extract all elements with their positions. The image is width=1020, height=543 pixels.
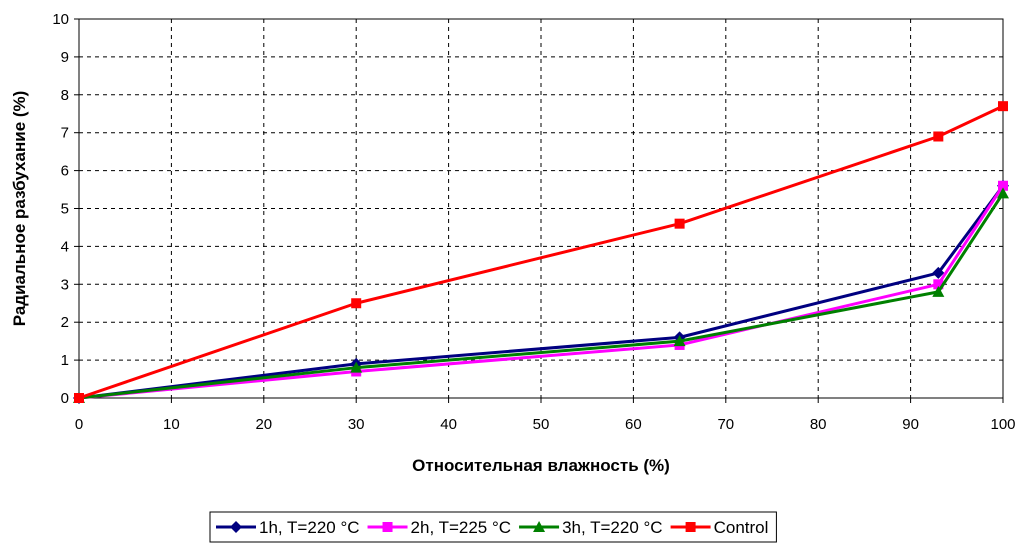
data-point <box>351 298 362 309</box>
data-point <box>74 393 84 403</box>
legend: 1h, T=220 °C 2h, T=225 °C 3h, T=220 °C Cont… <box>209 511 777 543</box>
x-tick-label: 30 <box>348 416 365 433</box>
y-tick-label: 0 <box>61 390 69 407</box>
legend-item: 2h, T=225 °C <box>367 518 512 537</box>
legend-label: Control <box>714 518 769 537</box>
y-axis-ticks: 0 1 2 3 4 5 6 7 8 9 10 <box>52 11 79 407</box>
x-tick-label: 40 <box>440 416 457 433</box>
y-tick-label: 8 <box>61 87 69 104</box>
legend-label: 1h, T=220 °C <box>259 518 360 537</box>
legend-item: Control <box>670 518 769 537</box>
y-tick-label: 9 <box>61 49 69 66</box>
y-tick-label: 4 <box>61 238 69 255</box>
x-tick-label: 20 <box>255 416 272 433</box>
x-tick-label: 90 <box>902 416 919 433</box>
x-axis-ticks: 0 10 20 30 40 50 60 70 80 90 100 <box>75 398 1016 433</box>
legend-marker <box>230 521 242 533</box>
grid <box>79 19 1003 398</box>
legend-items: 1h, T=220 °C 2h, T=225 °C 3h, T=220 °C Cont… <box>216 518 768 537</box>
data-point <box>998 180 1008 191</box>
y-tick-label: 5 <box>61 201 69 218</box>
legend-label: 3h, T=220 °C <box>562 518 663 537</box>
y-tick-label: 10 <box>52 11 69 28</box>
legend-marker <box>533 521 546 532</box>
legend-marker <box>685 522 696 532</box>
series <box>73 101 1009 404</box>
data-point <box>932 285 945 297</box>
data-point <box>933 131 944 142</box>
y-axis-title: Радиальное разбухание (%) <box>10 91 29 327</box>
y-tick-label: 7 <box>61 125 69 142</box>
legend-marker <box>382 522 393 532</box>
x-tick-label: 0 <box>75 416 83 433</box>
x-tick-label: 50 <box>533 416 550 433</box>
y-tick-label: 3 <box>61 276 69 293</box>
legend-item: 3h, T=220 °C <box>519 518 663 537</box>
data-point <box>997 187 1009 199</box>
x-tick-label: 100 <box>990 416 1015 433</box>
y-tick-label: 1 <box>61 352 69 369</box>
legend-item: 1h, T=220 °C <box>216 518 360 537</box>
data-point <box>350 361 363 373</box>
data-point <box>673 335 686 347</box>
series-line <box>78 192 1005 400</box>
data-point <box>932 266 945 279</box>
x-tick-label: 10 <box>163 416 180 433</box>
legend-label: 2h, T=225 °C <box>411 518 512 537</box>
data-point <box>998 101 1008 112</box>
x-axis-title: Относительная влажность (%) <box>412 456 670 475</box>
data-point <box>674 218 685 229</box>
y-tick-label: 2 <box>61 314 69 331</box>
x-tick-label: 70 <box>717 416 734 433</box>
x-tick-label: 60 <box>625 416 642 433</box>
series-4 <box>74 101 1008 403</box>
x-tick-label: 80 <box>810 416 827 433</box>
data-point <box>933 279 944 290</box>
y-tick-label: 6 <box>61 163 69 180</box>
